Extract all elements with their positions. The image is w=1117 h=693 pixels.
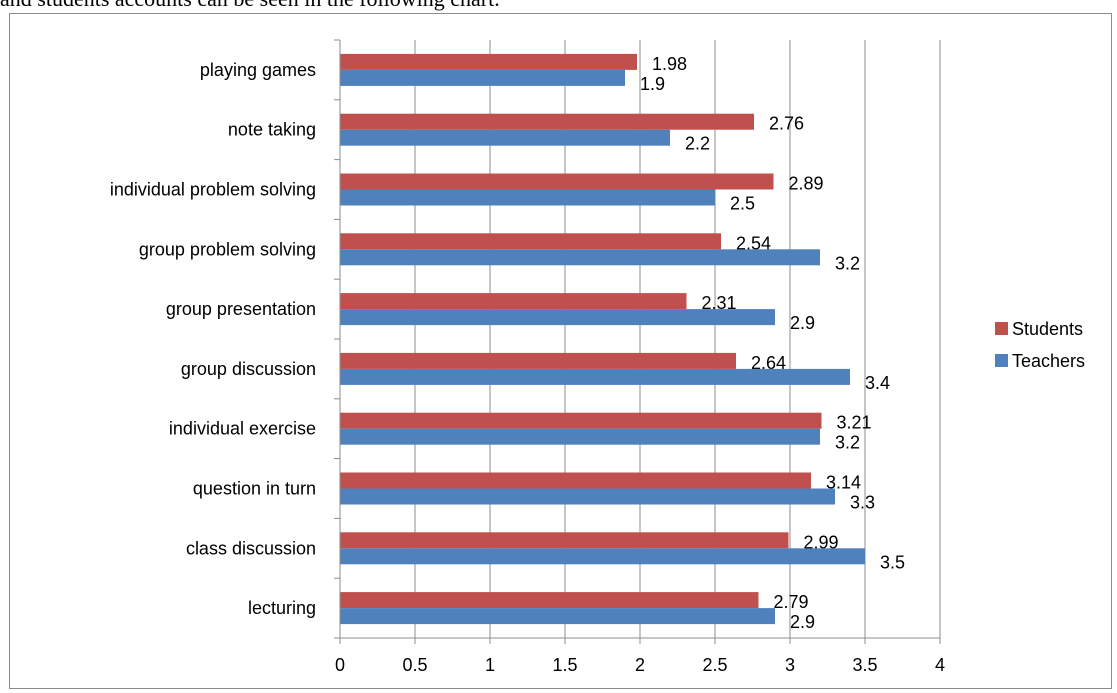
- x-tick-label: 3: [785, 655, 795, 675]
- data-label: 1.98: [652, 54, 687, 74]
- data-label: 2.79: [774, 592, 809, 612]
- bar-students: [340, 113, 754, 130]
- bar-teachers: [340, 368, 850, 385]
- bar-students: [340, 532, 789, 549]
- bar-students: [340, 352, 736, 369]
- category-label: lecturing: [248, 598, 316, 618]
- bar-teachers: [340, 608, 775, 625]
- data-label: 3.5: [880, 552, 905, 572]
- x-tick-label: 2: [635, 655, 645, 675]
- legend-label-teachers: Teachers: [1012, 351, 1085, 371]
- bar-students: [340, 592, 759, 609]
- bar-teachers: [340, 428, 820, 445]
- data-label: 2.99: [804, 532, 839, 552]
- x-tick-label: 0.5: [402, 655, 427, 675]
- bar-teachers: [340, 249, 820, 266]
- category-label: group problem solving: [139, 239, 316, 259]
- data-label: 2.64: [751, 353, 786, 373]
- data-label: 2.2: [685, 134, 710, 154]
- category-label: class discussion: [186, 538, 316, 558]
- legend-label-students: Students: [1012, 319, 1083, 339]
- data-label: 2.9: [790, 313, 815, 333]
- bar-students: [340, 53, 637, 70]
- data-label: 3.21: [837, 413, 872, 433]
- category-label: note taking: [228, 120, 316, 140]
- x-tick-label: 1.5: [552, 655, 577, 675]
- x-tick-label: 0: [335, 655, 345, 675]
- category-label: question in turn: [193, 479, 316, 499]
- bar-students: [340, 173, 774, 190]
- data-label: 3.4: [865, 373, 890, 393]
- bar-teachers: [340, 309, 775, 326]
- chart-frame: playing games 1.98 1.9 note taking 2.76 2.2 in…: [9, 13, 1112, 689]
- bar-teachers: [340, 69, 625, 86]
- data-label: 2.76: [769, 114, 804, 134]
- data-label: 2.5: [730, 194, 755, 214]
- category-label: individual problem solving: [110, 180, 316, 200]
- data-label: 2.89: [789, 174, 824, 194]
- bar-students: [340, 412, 822, 429]
- bar-teachers: [340, 189, 715, 206]
- caption-text: and students accounts can be seen in the…: [0, 0, 1117, 16]
- category-label: playing games: [200, 60, 316, 80]
- bar-teachers: [340, 548, 865, 565]
- x-tick-label: 1: [485, 655, 495, 675]
- data-label: 3.14: [826, 473, 861, 493]
- category-label: individual exercise: [169, 419, 316, 439]
- legend-swatch-students: [995, 322, 1008, 335]
- bar-students: [340, 233, 721, 250]
- category-label: group presentation: [166, 299, 316, 319]
- bar-students: [340, 472, 811, 489]
- x-tick-label: 3.5: [852, 655, 877, 675]
- data-label: 3.2: [835, 253, 860, 273]
- x-tick-label: 4: [935, 655, 945, 675]
- data-label: 3.3: [850, 493, 875, 513]
- bar-teachers: [340, 129, 670, 146]
- category-label: group discussion: [181, 359, 316, 379]
- data-label: 2.9: [790, 612, 815, 632]
- bar-students: [340, 293, 687, 310]
- legend-swatch-teachers: [995, 354, 1008, 367]
- bar-teachers: [340, 488, 835, 505]
- data-label: 1.9: [640, 74, 665, 94]
- data-label: 2.54: [736, 233, 771, 253]
- bar-chart: playing games 1.981.9 note taking 2.76 2.2 in…: [110, 39, 1085, 675]
- x-tick-label: 2.5: [702, 655, 727, 675]
- data-label: 2.31: [702, 293, 737, 313]
- data-label: 3.2: [835, 433, 860, 453]
